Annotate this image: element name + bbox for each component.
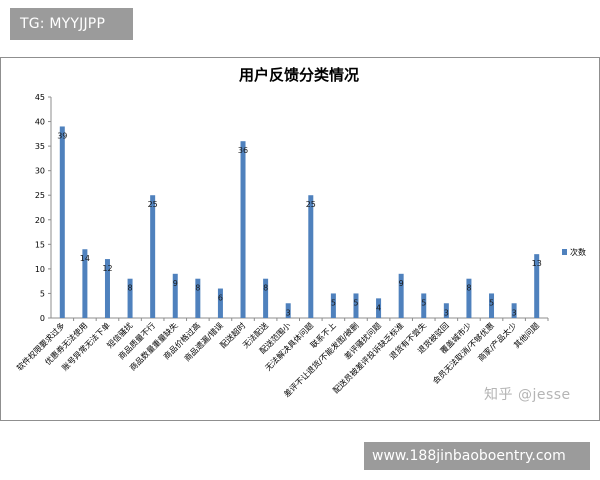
x-category-label: 商品遗漏/错误 [182,320,225,363]
bar-value-label: 3 [444,308,449,317]
bar [217,288,223,318]
bar-value-label: 8 [466,284,471,293]
bar-value-label: 9 [173,279,178,288]
bar-value-label: 8 [195,284,200,293]
bar [240,141,246,318]
bar [195,278,201,318]
bar-value-label: 3 [286,308,291,317]
legend-swatch [562,249,567,255]
bar [511,303,517,318]
bar [308,195,314,318]
legend-label: 次数 [570,247,586,257]
bar [466,278,472,318]
bar-data-labels: 39 14 12 8 25 9 8 6 36 8 3 25 5 5 4 9 5 3 8 5 3 13 [57,131,542,317]
bar [172,273,178,318]
bar-value-label: 39 [57,131,67,140]
bar-value-label: 13 [532,259,542,268]
bar-value-label: 25 [148,200,158,209]
bar-value-label: 8 [263,284,268,293]
bar-value-label: 14 [80,254,90,263]
chart-frame [0,57,600,421]
bar-value-label: 8 [128,284,133,293]
bar [489,293,495,318]
bar [443,303,449,318]
watermark-top-badge: TG: MYYJJPP [10,8,133,40]
y-tick-label: 30 [35,167,45,176]
y-tick-label: 15 [35,240,45,249]
y-tick-label: 45 [35,93,45,102]
bar [376,298,382,318]
bar-value-label: 36 [238,146,248,155]
y-tick-label: 40 [35,118,45,127]
zhihu-watermark: 知乎 @jesse [484,387,571,403]
bar [534,254,540,318]
y-tick-label: 35 [35,142,45,151]
bar [285,303,291,318]
chart-title: 用户反馈分类情况 [239,66,359,84]
chart-legend: 次数 [562,247,586,257]
chart-axes [50,97,548,319]
bar-series [59,126,540,318]
bar-value-label: 5 [353,298,358,307]
bar [330,293,336,318]
bar-value-label: 6 [218,294,223,303]
bar [263,278,269,318]
bar-value-label: 5 [421,298,426,307]
bar [82,249,88,318]
bar-value-label: 4 [376,303,381,312]
bar-value-label: 9 [399,279,404,288]
y-tick-label: 25 [35,191,45,200]
bar-value-label: 3 [512,308,517,317]
bar-value-label: 25 [306,200,316,209]
bar [421,293,427,318]
y-axis-ticks: 0 5 10 15 20 25 30 35 40 45 [35,93,51,323]
bar [398,273,404,318]
watermark-bottom-badge: www.188jinbaoboentry.com [364,442,590,470]
bar-value-label: 5 [489,298,494,307]
bar-value-label: 12 [102,264,112,273]
bar [353,293,359,318]
y-tick-label: 5 [40,289,45,298]
x-axis-labels: 软件权限要求过多优惠券无法使用账号异常无法下单短信骚扰商品质量不行商品数量重量缺… [14,318,549,399]
x-category-label: 商家/产品太少 [476,320,519,363]
bar [127,278,133,318]
y-tick-label: 0 [40,314,45,323]
bar [104,259,110,318]
bar-value-label: 5 [331,298,336,307]
y-tick-label: 20 [35,216,45,225]
bar [59,126,65,318]
y-tick-label: 10 [35,265,45,274]
bar [150,195,156,318]
